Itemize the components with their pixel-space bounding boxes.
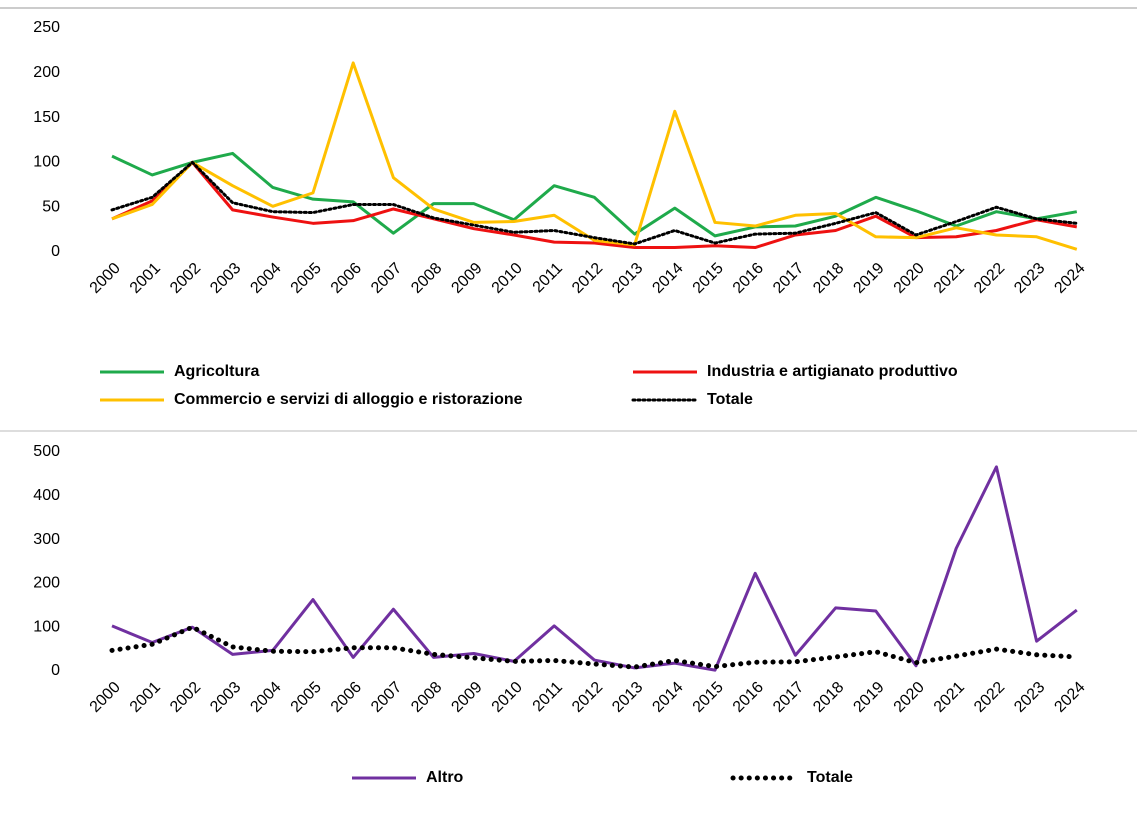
x-tick-label: 2010 <box>489 260 526 297</box>
x-tick-label: 2012 <box>569 679 606 716</box>
series-line <box>109 624 1080 670</box>
legend-label: Totale <box>807 769 853 786</box>
x-tick-label: 2016 <box>730 260 767 297</box>
series-line <box>111 61 1078 251</box>
legend-label: Industria e artigianato produttivo <box>707 363 958 380</box>
x-tick-label: 2012 <box>569 260 606 297</box>
x-tick-label: 2019 <box>850 260 887 297</box>
x-tick-label: 2022 <box>971 260 1008 297</box>
x-tick-label: 2004 <box>247 260 284 297</box>
y-tick-label: 200 <box>33 64 60 81</box>
x-tick-label: 2022 <box>971 679 1008 716</box>
x-tick-label: 2008 <box>408 260 445 297</box>
legend-label: Commercio e servizi di alloggio e ristor… <box>174 391 523 408</box>
y-tick-label: 100 <box>33 154 60 171</box>
y-tick-label: 150 <box>33 109 60 126</box>
x-tick-label: 2017 <box>770 260 807 297</box>
x-tick-label: 2020 <box>891 679 928 716</box>
x-tick-label: 2001 <box>127 679 164 716</box>
x-tick-label: 2014 <box>649 679 686 716</box>
x-tick-label: 2002 <box>167 260 204 297</box>
x-tick-label: 2021 <box>931 679 968 716</box>
x-tick-label: 2008 <box>408 679 445 716</box>
x-tick-label: 2020 <box>891 260 928 297</box>
x-tick-label: 2006 <box>328 260 365 297</box>
y-tick-label: 0 <box>51 243 60 260</box>
legend-label: Agricoltura <box>174 363 259 380</box>
x-tick-label: 2011 <box>530 260 566 296</box>
x-tick-label: 2003 <box>207 260 244 297</box>
legend-label: Totale <box>707 391 753 408</box>
x-tick-label: 2009 <box>448 679 485 716</box>
x-tick-label: 2009 <box>448 260 485 297</box>
x-tick-label: 2015 <box>690 679 727 716</box>
x-tick-label: 2016 <box>730 679 767 716</box>
x-tick-label: 2000 <box>87 260 124 297</box>
x-tick-label: 2023 <box>1011 679 1048 716</box>
y-tick-label: 300 <box>33 531 60 548</box>
series-line <box>111 151 1078 238</box>
y-tick-label: 500 <box>33 443 60 460</box>
x-tick-label: 2000 <box>87 679 124 716</box>
y-tick-label: 50 <box>42 198 60 215</box>
y-tick-label: 400 <box>33 487 60 504</box>
x-tick-label: 2006 <box>328 679 365 716</box>
y-tick-label: 0 <box>51 662 60 679</box>
x-tick-label: 2002 <box>167 679 204 716</box>
x-tick-label: 2014 <box>649 260 686 297</box>
series-line <box>110 160 1079 246</box>
x-tick-label: 2017 <box>770 679 807 716</box>
x-tick-label: 2021 <box>931 260 968 297</box>
x-tick-label: 2018 <box>810 260 847 297</box>
x-tick-label: 2005 <box>288 679 325 716</box>
legend-label: Altro <box>426 769 464 786</box>
x-tick-label: 2019 <box>850 679 887 716</box>
y-tick-label: 100 <box>33 618 60 635</box>
x-tick-label: 2007 <box>368 260 405 297</box>
y-tick-label: 250 <box>33 19 60 36</box>
x-tick-label: 2024 <box>1051 260 1088 297</box>
x-tick-label: 2005 <box>288 260 325 297</box>
x-tick-label: 2011 <box>530 679 566 715</box>
series-line <box>111 465 1078 672</box>
x-tick-label: 2024 <box>1051 679 1088 716</box>
y-tick-label: 200 <box>33 575 60 592</box>
x-tick-label: 2023 <box>1011 260 1048 297</box>
x-tick-label: 2003 <box>207 679 244 716</box>
x-tick-label: 2004 <box>247 679 284 716</box>
x-tick-label: 2001 <box>127 260 164 297</box>
x-tick-label: 2018 <box>810 679 847 716</box>
x-tick-label: 2007 <box>368 679 405 716</box>
x-tick-label: 2015 <box>690 260 727 297</box>
x-tick-label: 2013 <box>609 679 646 716</box>
x-tick-label: 2013 <box>609 260 646 297</box>
x-tick-label: 2010 <box>489 679 526 716</box>
